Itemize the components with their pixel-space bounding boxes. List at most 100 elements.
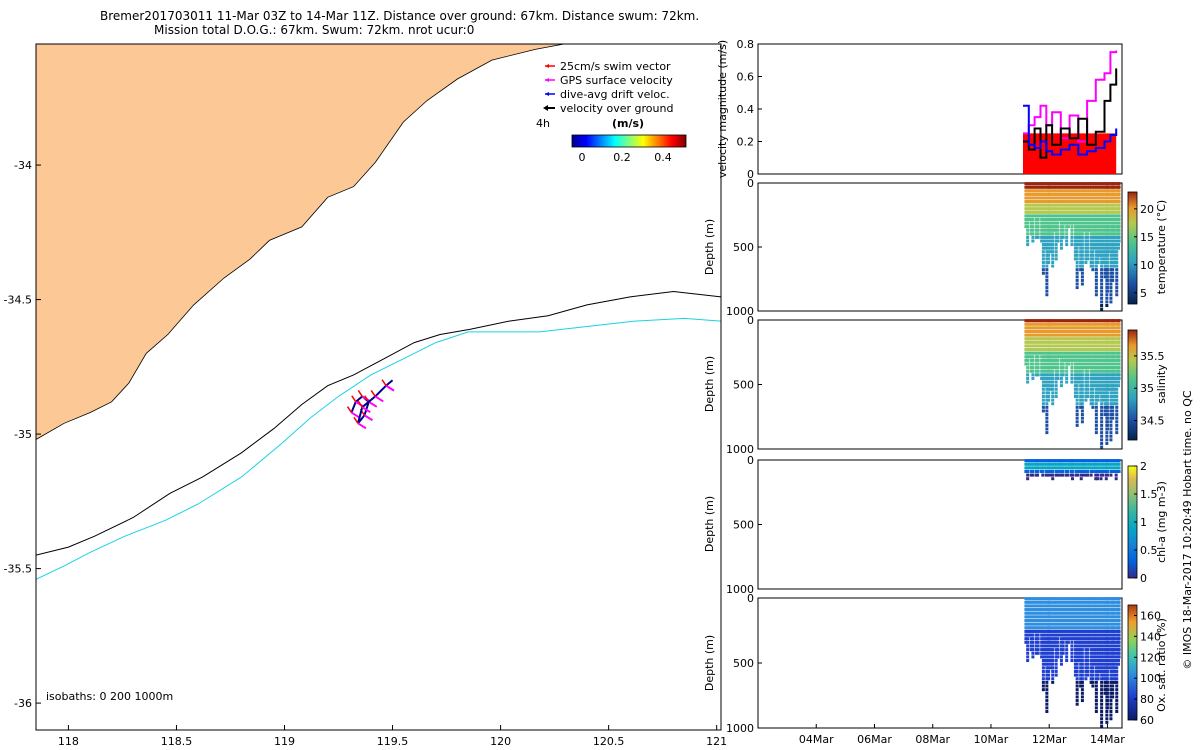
profile-point — [1043, 322, 1047, 326]
profile-point — [1073, 217, 1077, 221]
profile-point — [1091, 462, 1095, 466]
profile-point — [1079, 344, 1083, 348]
profile-point — [1051, 232, 1055, 236]
profile-point — [1065, 207, 1069, 211]
profile-point — [1026, 225, 1030, 229]
profile-point — [1072, 462, 1076, 466]
profile-point — [1065, 225, 1069, 229]
profile-point — [1075, 604, 1079, 608]
profile-point — [1096, 235, 1100, 239]
profile-point — [1115, 376, 1119, 380]
profile-point — [1068, 326, 1072, 330]
profile-point — [1105, 355, 1109, 359]
profile-point — [1117, 348, 1121, 352]
profile-point — [1109, 637, 1113, 641]
profile-point — [1079, 473, 1083, 477]
profile-point — [1109, 337, 1113, 341]
profile-point — [1115, 289, 1119, 293]
profile-point — [1103, 271, 1107, 275]
profile-point — [1094, 260, 1098, 264]
oxygen-ylabel: Depth (m) — [703, 635, 716, 691]
profile-point — [1115, 351, 1119, 355]
profile-point — [1054, 640, 1058, 644]
profile-point — [1079, 182, 1083, 186]
profile-point — [1089, 355, 1093, 359]
profile-point — [1094, 688, 1098, 692]
profile-point — [1051, 655, 1055, 659]
profile-point — [1080, 369, 1084, 373]
profile-point — [1080, 380, 1084, 384]
profile-point — [1041, 203, 1045, 207]
profile-point — [1063, 333, 1067, 337]
profile-point — [1100, 655, 1104, 659]
profile-point — [1109, 684, 1113, 688]
profile-point — [1052, 622, 1056, 626]
profile-point — [1091, 669, 1095, 673]
profile-point — [1070, 611, 1074, 615]
profile-point — [1117, 351, 1121, 355]
profile-point — [1079, 398, 1083, 402]
profile-point — [1029, 319, 1033, 323]
profile-point — [1109, 431, 1113, 435]
profile-point — [1089, 659, 1093, 663]
profile-point — [1109, 322, 1113, 326]
profile-point — [1089, 626, 1093, 630]
profile-point — [1045, 688, 1049, 692]
track-segment — [363, 401, 370, 416]
profile-point — [1075, 402, 1079, 406]
profile-point — [1100, 441, 1104, 445]
profile-point — [1070, 462, 1074, 466]
profile-point — [1107, 235, 1111, 239]
profile-point — [1073, 221, 1077, 225]
profile-point — [1080, 260, 1084, 264]
profile-point — [1049, 633, 1053, 637]
profile-point — [1068, 196, 1072, 200]
profile-point — [1109, 376, 1113, 380]
profile-point — [1027, 319, 1031, 323]
profile-point — [1026, 348, 1030, 352]
profile-point — [1093, 640, 1097, 644]
profile-point — [1107, 203, 1111, 207]
profile-point — [1093, 648, 1097, 652]
profile-point — [1070, 376, 1074, 380]
profile-point — [1051, 644, 1055, 648]
profile-point — [1070, 366, 1074, 370]
profile-point — [1051, 402, 1055, 406]
profile-point — [1093, 235, 1097, 239]
profile-point — [1075, 673, 1079, 677]
profile-point — [1047, 618, 1051, 622]
profile-point — [1091, 203, 1095, 207]
profile-point — [1107, 369, 1111, 373]
profile-point — [1051, 633, 1055, 637]
profile-point — [1068, 604, 1072, 608]
profile-point — [1056, 322, 1060, 326]
profile-point — [1063, 340, 1067, 344]
profile-point — [1093, 246, 1097, 250]
profile-point — [1040, 232, 1044, 236]
profile-point — [1115, 666, 1119, 670]
profile-point — [1094, 210, 1098, 214]
profile-point — [1066, 203, 1070, 207]
profile-point — [1111, 600, 1115, 604]
profile-point — [1103, 684, 1107, 688]
profile-point — [1051, 376, 1055, 380]
profile-point — [1098, 348, 1102, 352]
profile-point — [1100, 691, 1104, 695]
profile-point — [1056, 329, 1060, 333]
profile-point — [1047, 329, 1051, 333]
profile-point — [1079, 260, 1083, 264]
depth-tick-label: 500 — [733, 657, 754, 670]
profile-point — [1045, 278, 1049, 282]
profile-point — [1115, 189, 1119, 193]
profile-point — [1034, 348, 1038, 352]
profile-point — [1059, 246, 1063, 250]
profile-point — [1026, 340, 1030, 344]
profile-point — [1043, 210, 1047, 214]
profile-point — [1084, 659, 1088, 663]
profile-point — [1036, 358, 1040, 362]
profile-point — [1058, 200, 1062, 204]
profile-point — [1080, 416, 1084, 420]
profile-point — [1031, 622, 1035, 626]
profile-point — [1058, 633, 1062, 637]
profile-point — [1073, 669, 1077, 673]
